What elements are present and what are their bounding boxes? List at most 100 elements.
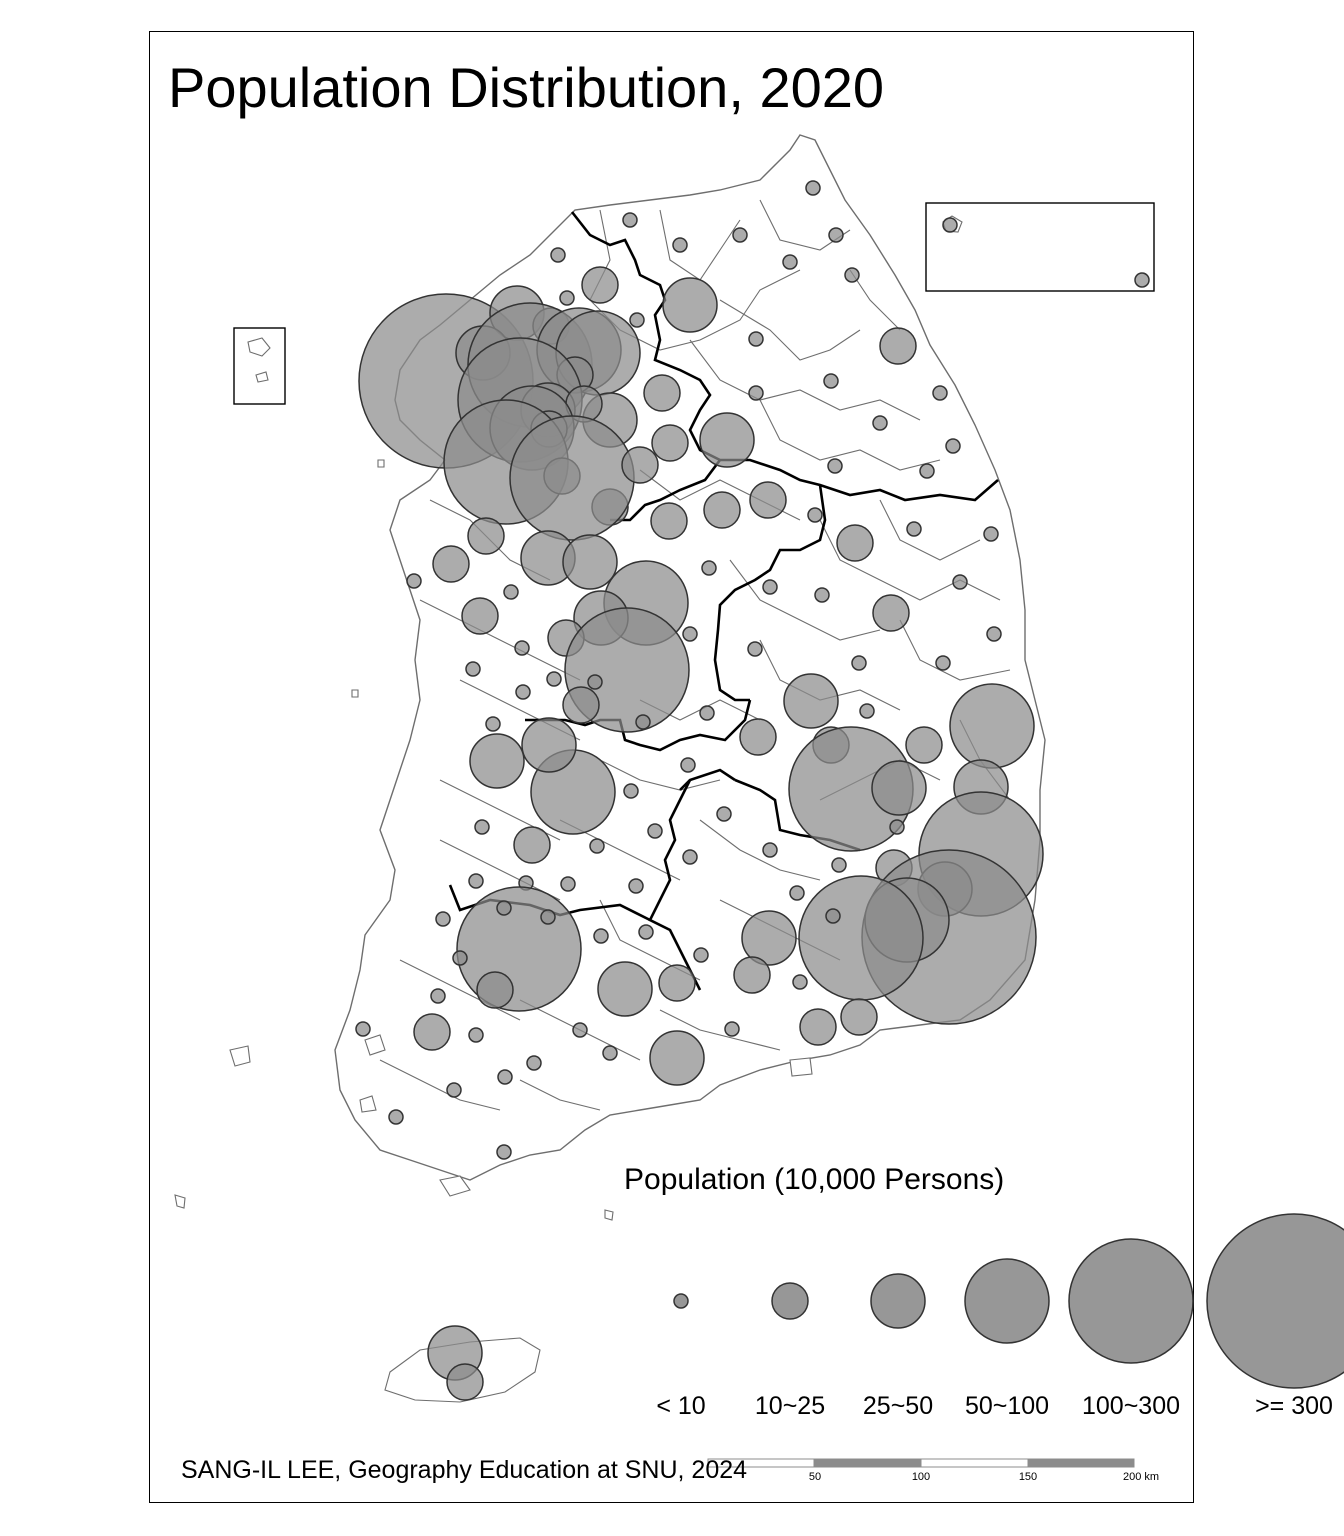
population-symbol [651, 424, 689, 462]
population-symbol [949, 683, 1035, 769]
population-symbol [496, 900, 512, 916]
population-symbol [789, 885, 805, 901]
population-symbol [572, 1022, 588, 1038]
population-symbol [805, 180, 821, 196]
population-symbol [807, 507, 823, 523]
population-symbol [496, 1144, 512, 1160]
population-symbol [514, 640, 530, 656]
population-symbol [388, 1109, 404, 1125]
population-symbol [798, 875, 924, 1001]
population-symbol [503, 584, 519, 600]
legend-symbol [870, 1273, 926, 1329]
legend-label-10-25: 10~25 [754, 1392, 826, 1420]
population-symbol [593, 928, 609, 944]
population-symbol [983, 526, 999, 542]
population-symbol [859, 703, 875, 719]
scale-label-200: 200 km [1123, 1471, 1159, 1483]
legend-symbol [673, 1293, 689, 1309]
population-symbol [699, 705, 715, 721]
population-symbol [831, 857, 847, 873]
population-symbol [906, 521, 922, 537]
population-symbol [635, 714, 651, 730]
population-symbol [469, 733, 525, 789]
population-symbol [474, 819, 490, 835]
population-symbol [748, 331, 764, 347]
population-symbol [828, 227, 844, 243]
population-symbol [701, 560, 717, 576]
population-symbol [413, 1013, 451, 1051]
population-symbol [844, 267, 860, 283]
population-symbol [550, 247, 566, 263]
population-symbol [703, 491, 741, 529]
population-symbol [468, 1027, 484, 1043]
population-symbol [430, 988, 446, 1004]
population-symbol [836, 524, 874, 562]
population-symbol [935, 655, 951, 671]
population-symbol [649, 1030, 705, 1086]
population-symbol [732, 227, 748, 243]
population-symbol [986, 626, 1002, 642]
population-symbol [515, 684, 531, 700]
population-symbol [1134, 272, 1150, 288]
legend-title: Population (10,000 Persons) [624, 1163, 1005, 1196]
map-title: Population Distribution, 2020 [168, 56, 885, 119]
scale-label-150: 150 [1019, 1471, 1037, 1483]
population-symbol [889, 819, 905, 835]
population-symbol [629, 312, 645, 328]
legend-symbol [1206, 1213, 1344, 1389]
legend-symbols [673, 1213, 1344, 1389]
population-symbol [509, 415, 635, 541]
scale-label-50: 50 [809, 1471, 821, 1483]
population-symbol [355, 1021, 371, 1037]
population-symbol [693, 947, 709, 963]
legend-symbol [771, 1282, 809, 1320]
population-symbol [560, 876, 576, 892]
population-symbol [749, 481, 787, 519]
population-symbol [871, 760, 927, 816]
population-symbol [623, 783, 639, 799]
credit-text: SANG-IL LEE, Geography Education at SNU,… [181, 1456, 748, 1484]
population-symbol [827, 458, 843, 474]
population-symbol [724, 1021, 740, 1037]
inset-frame-west [233, 327, 286, 405]
population-symbol [699, 412, 755, 468]
population-symbol [799, 1008, 837, 1046]
population-symbol [476, 971, 514, 1009]
legend-label-under-10: < 10 [656, 1392, 706, 1420]
population-symbol [559, 290, 575, 306]
population-symbol [647, 823, 663, 839]
population-symbol [587, 674, 603, 690]
population-symbol [762, 579, 778, 595]
population-symbol [467, 517, 505, 555]
population-symbol [945, 438, 961, 454]
population-symbol [739, 718, 777, 756]
population-symbol [513, 826, 551, 864]
population-symbol [452, 950, 468, 966]
population-symbol [747, 641, 763, 657]
population-symbol [526, 1055, 542, 1071]
legend-symbol [964, 1258, 1050, 1344]
population-symbol [662, 277, 718, 333]
legend-label-300-plus: >= 300 [1255, 1392, 1333, 1420]
province-boundaries [448, 211, 999, 991]
population-symbol [581, 266, 619, 304]
population-symbol [643, 374, 681, 412]
population-symbol [622, 212, 638, 228]
population-symbol [650, 502, 688, 540]
population-symbol [741, 910, 797, 966]
population-symbol [406, 573, 422, 589]
population-symbol [485, 716, 501, 732]
population-symbol [468, 873, 484, 889]
population-symbol [672, 237, 688, 253]
population-symbol [932, 385, 948, 401]
population-symbol [905, 726, 943, 764]
population-symbol [628, 878, 644, 894]
population-symbol [682, 849, 698, 865]
population-symbol [435, 911, 451, 927]
population-symbol [432, 545, 470, 583]
population-symbol [919, 463, 935, 479]
legend-symbol [1068, 1238, 1194, 1364]
population-symbol [942, 217, 958, 233]
population-symbol [814, 587, 830, 603]
